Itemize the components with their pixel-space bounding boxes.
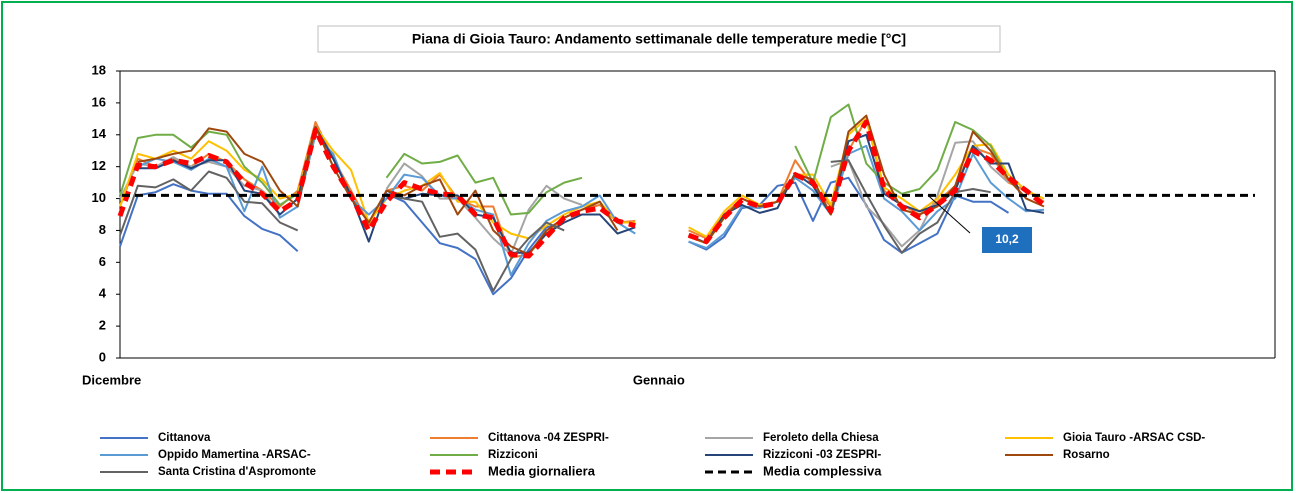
legend-label: Feroleto della Chiesa [763,432,879,444]
y-tick-label: 0 [99,349,106,364]
series-line [137,114,1045,256]
legend-label: Santa Cristina d'Aspromonte [158,466,316,478]
y-tick-label: 6 [99,254,106,269]
y-tick-label: 16 [92,94,106,109]
value-label: 10,2 [995,232,1019,246]
legend-label: Gioia Tauro -ARSAC CSD- [1063,432,1205,444]
value-label-box [982,227,1032,253]
series-line [117,119,1046,259]
chart-title: Piana di Gioia Tauro: Andamento settiman… [412,31,906,47]
x-tick-label: Dicembre [82,372,141,387]
legend-label: Rizziconi [488,449,538,461]
legend-label: Oppido Mamertina -ARSAC- [158,449,311,461]
legend-label: Cittanova [158,432,211,444]
series-line [119,103,1010,216]
legend-label: Rizziconi -03 ZESPRI- [763,449,881,461]
y-tick-label: 14 [92,126,107,141]
legend-label: Media complessiva [763,463,882,478]
y-tick-label: 18 [92,62,106,77]
legend-label: Cittanova -04 ZESPRI- [488,432,609,444]
leader-line [927,194,971,234]
legend-label: Media giornaliera [488,463,596,478]
y-tick-label: 10 [92,190,106,205]
x-tick-label: Gennaio [633,372,685,387]
legend-label: Rosarno [1063,449,1110,461]
title-box [317,25,1001,53]
series-line [119,159,991,292]
y-tick-label: 8 [99,222,106,237]
y-tick-label: 2 [99,318,106,333]
y-tick-label: 12 [92,158,106,173]
y-tick-label: 4 [99,286,107,301]
